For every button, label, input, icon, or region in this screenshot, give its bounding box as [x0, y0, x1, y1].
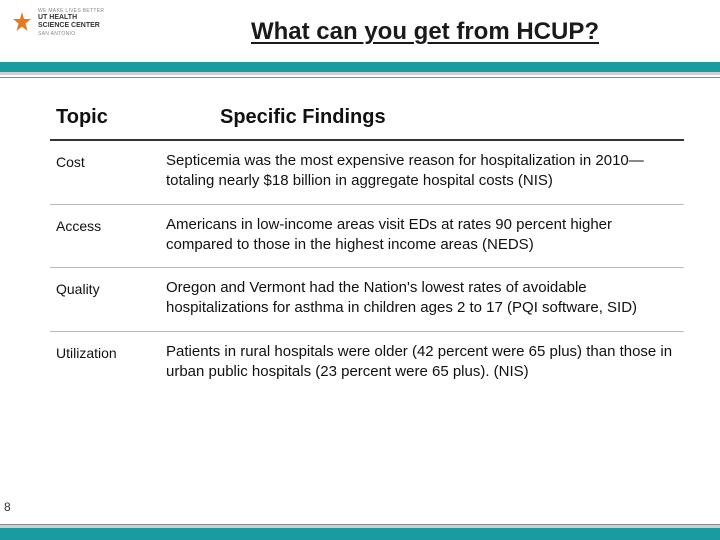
topic-cell: Quality: [50, 268, 160, 332]
divider-teal-top: [0, 62, 720, 72]
finding-cell: Septicemia was the most expensive reason…: [160, 140, 684, 204]
findings-table: Topic Specific Findings Cost Septicemia …: [50, 98, 684, 394]
col-header-findings: Specific Findings: [160, 98, 684, 140]
logo: WE MAKE LIVES BETTER UT HEALTH SCIENCE C…: [10, 8, 130, 37]
table-row: Utilization Patients in rural hospitals …: [50, 331, 684, 394]
table-row: Cost Septicemia was the most expensive r…: [50, 140, 684, 204]
logo-sub: SAN ANTONIO: [38, 31, 104, 37]
logo-brand-2: SCIENCE CENTER: [38, 22, 104, 30]
col-header-topic: Topic: [50, 98, 160, 140]
topic-cell: Utilization: [50, 331, 160, 394]
page-number: 8: [4, 500, 11, 514]
finding-cell: Americans in low-income areas visit EDs …: [160, 204, 684, 268]
topic-cell: Cost: [50, 140, 160, 204]
table-row: Access Americans in low-income areas vis…: [50, 204, 684, 268]
logo-brand-1: UT HEALTH: [38, 14, 104, 22]
finding-cell: Patients in rural hospitals were older (…: [160, 331, 684, 394]
table-header-row: Topic Specific Findings: [50, 98, 684, 140]
header: WE MAKE LIVES BETTER UT HEALTH SCIENCE C…: [0, 0, 720, 62]
table-row: Quality Oregon and Vermont had the Natio…: [50, 268, 684, 332]
topic-cell: Access: [50, 204, 160, 268]
finding-cell: Oregon and Vermont had the Nation's lowe…: [160, 268, 684, 332]
divider-gray: [0, 72, 720, 75]
logo-star-icon: [10, 10, 34, 34]
content-area: Topic Specific Findings Cost Septicemia …: [0, 78, 720, 394]
page-title: What can you get from HCUP?: [130, 18, 720, 46]
title-wrap: What can you get from HCUP?: [130, 8, 720, 46]
footer: [0, 522, 720, 540]
divider-teal-bottom: [0, 528, 720, 540]
logo-text: WE MAKE LIVES BETTER UT HEALTH SCIENCE C…: [38, 8, 104, 37]
